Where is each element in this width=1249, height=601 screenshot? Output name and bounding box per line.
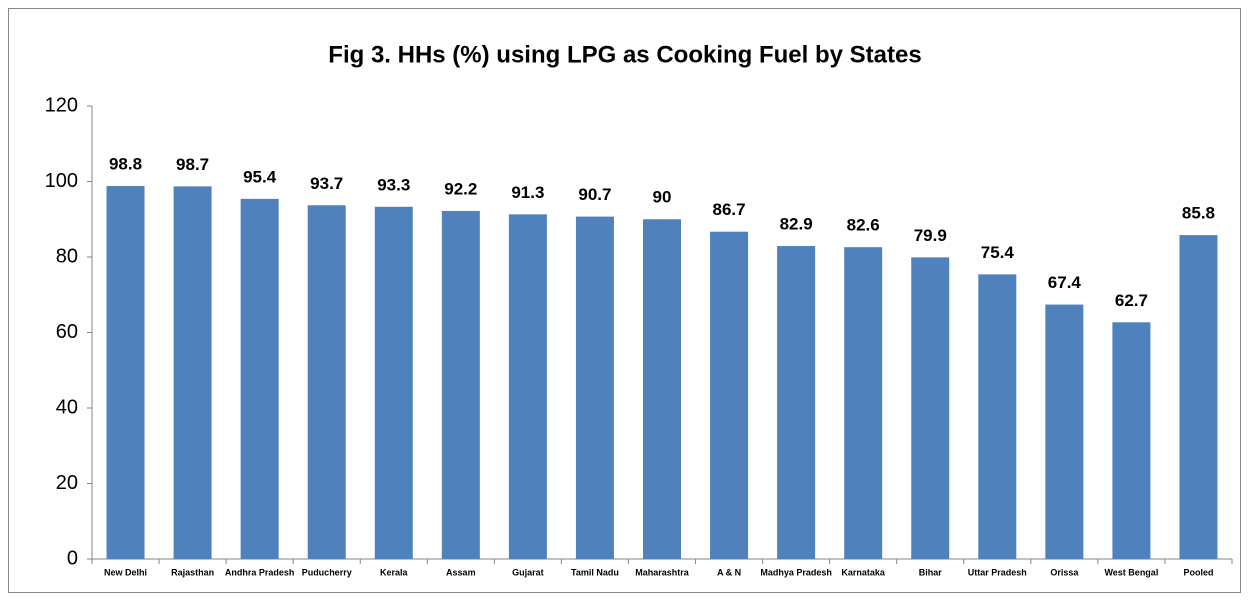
data-label: 82.6 xyxy=(847,216,880,235)
bar xyxy=(1045,304,1084,559)
bar xyxy=(1112,322,1151,559)
x-tick-label: Madhya Pradesh xyxy=(760,567,832,577)
data-label: 82.9 xyxy=(780,215,813,234)
data-label: 67.4 xyxy=(1048,273,1082,292)
bar xyxy=(508,214,547,559)
data-label: 62.7 xyxy=(1115,291,1148,310)
data-label: 98.7 xyxy=(176,155,209,174)
bar xyxy=(307,205,346,559)
x-tick-label: Tamil Nadu xyxy=(571,567,619,577)
x-tick-label: Assam xyxy=(446,567,476,577)
data-label: 98.8 xyxy=(109,155,142,174)
bar xyxy=(173,186,212,559)
data-label: 90 xyxy=(653,188,672,207)
y-tick-label: 100 xyxy=(45,170,78,192)
bar xyxy=(106,186,145,559)
x-tick-label: Pooled xyxy=(1183,567,1213,577)
x-tick-label: West Bengal xyxy=(1104,567,1158,577)
x-tick-label: Orissa xyxy=(1050,567,1079,577)
bar xyxy=(643,219,681,559)
x-tick-label: Kerala xyxy=(380,567,409,577)
data-label: 93.3 xyxy=(377,175,410,194)
x-tick-label: Gujarat xyxy=(512,567,544,577)
y-tick-label: 20 xyxy=(56,472,78,494)
bar xyxy=(978,274,1017,559)
x-tick-label: Bihar xyxy=(919,567,943,577)
bar xyxy=(844,247,883,559)
data-label: 85.8 xyxy=(1182,204,1215,223)
bar xyxy=(1179,235,1218,560)
x-tick-label: Andhra Pradesh xyxy=(225,567,295,577)
bar xyxy=(710,231,749,559)
y-tick-label: 80 xyxy=(56,245,78,267)
x-tick-label: New Delhi xyxy=(104,567,147,577)
x-tick-label: Rajasthan xyxy=(171,567,214,577)
y-tick-label: 120 xyxy=(45,94,78,116)
chart-frame xyxy=(8,8,1241,593)
x-tick-label: Puducherry xyxy=(302,567,352,577)
x-tick-label: A & N xyxy=(717,567,741,577)
y-tick-label: 40 xyxy=(56,396,78,418)
bar xyxy=(575,216,614,560)
data-label: 91.3 xyxy=(511,183,544,202)
bar xyxy=(777,246,816,560)
bar xyxy=(240,198,279,560)
data-label: 95.4 xyxy=(243,167,277,186)
data-label: 86.7 xyxy=(713,200,746,219)
bar xyxy=(911,257,950,559)
x-tick-label: Maharashtra xyxy=(635,567,690,577)
y-tick-label: 60 xyxy=(56,321,78,343)
x-tick-label: Karnataka xyxy=(841,567,886,577)
data-label: 93.7 xyxy=(310,174,343,193)
y-tick-label: 0 xyxy=(67,547,78,569)
data-label: 92.2 xyxy=(444,179,477,198)
data-label: 75.4 xyxy=(981,243,1015,262)
x-tick-label: Uttar Pradesh xyxy=(968,567,1027,577)
bar xyxy=(374,206,413,560)
chart-title: Fig 3. HHs (%) using LPG as Cooking Fuel… xyxy=(328,41,921,68)
data-label: 90.7 xyxy=(578,185,611,204)
bar xyxy=(441,210,480,559)
data-label: 79.9 xyxy=(914,226,947,245)
